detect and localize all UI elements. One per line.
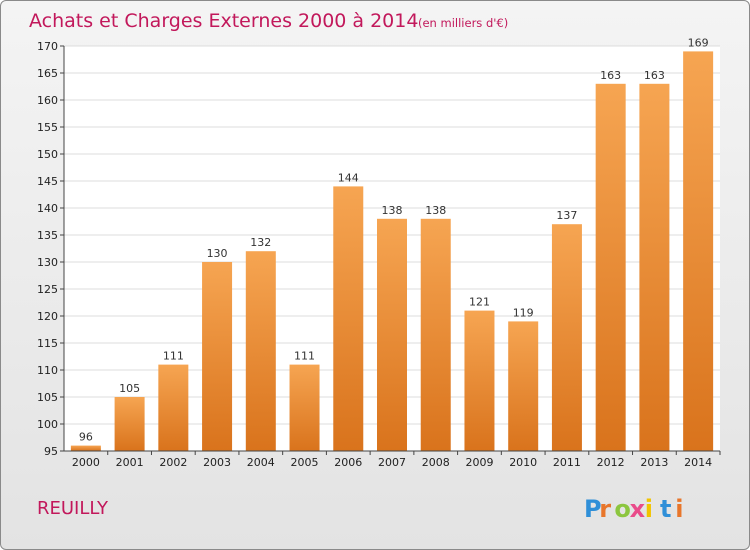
- bar-value-label: 96: [79, 431, 93, 444]
- bar-value-label: 163: [600, 69, 621, 82]
- bar-value-label: 119: [513, 306, 534, 319]
- x-tick-label: 2010: [509, 456, 537, 469]
- x-tick-label: 2008: [422, 456, 450, 469]
- bar: [508, 321, 539, 451]
- bar: [245, 251, 276, 451]
- x-tick-label: 2004: [247, 456, 275, 469]
- y-axis: 95 100 105 110 115 120 125 130 135 140 145 150 155 16…: [37, 40, 65, 458]
- x-tick-label: 2013: [640, 456, 668, 469]
- bar: [595, 83, 626, 452]
- bar: [202, 262, 233, 451]
- logo-letter: x: [630, 495, 646, 523]
- y-tick-label: 165: [37, 67, 58, 80]
- y-tick-label: 140: [37, 202, 58, 215]
- bar: [333, 186, 364, 451]
- x-tick-label: 2003: [203, 456, 231, 469]
- y-tick-label: 155: [37, 121, 58, 134]
- logo-letter: o: [614, 495, 631, 523]
- bar: [420, 218, 451, 451]
- y-tick-label: 170: [37, 40, 58, 53]
- y-tick-label: 125: [37, 283, 58, 296]
- y-tick-label: 150: [37, 148, 58, 161]
- bar: [551, 224, 582, 451]
- logo-letter: r: [599, 495, 611, 523]
- y-tick-label: 110: [37, 364, 58, 377]
- bar-value-label: 144: [338, 171, 359, 184]
- x-tick-label: 2002: [159, 456, 187, 469]
- y-tick-label: 160: [37, 94, 58, 107]
- bar: [114, 397, 145, 451]
- bar: [289, 364, 320, 451]
- y-tick-label: 105: [37, 391, 58, 404]
- chart-title: Achats et Charges Externes 2000 à 2014: [29, 10, 418, 32]
- y-tick-label: 95: [44, 445, 58, 458]
- x-tick-label: 2011: [553, 456, 581, 469]
- bar: [639, 83, 670, 452]
- bar: [683, 51, 714, 452]
- bars: 96 105 111 130 132 111 144 138 138 121 119 137 163 16…: [70, 36, 714, 452]
- bar-value-label: 132: [250, 236, 271, 249]
- x-tick-label: 2001: [116, 456, 144, 469]
- bar: [158, 364, 189, 451]
- y-tick-label: 130: [37, 256, 58, 269]
- bar: [464, 310, 495, 451]
- bar-value-label: 163: [644, 69, 665, 82]
- x-tick-label: 2009: [465, 456, 493, 469]
- proxiti-logo: Pr ox i t i: [584, 495, 683, 523]
- bar-value-label: 111: [294, 350, 315, 363]
- logo-letter: t: [660, 495, 671, 523]
- x-tick-label: 2007: [378, 456, 406, 469]
- bar-value-label: 138: [382, 204, 403, 217]
- bar-value-label: 111: [163, 350, 184, 363]
- logo-letter: i: [645, 495, 653, 523]
- commune-name: REUILLY: [37, 498, 109, 519]
- x-axis: 2000 2001 2002 2003 2004 2005 2006 2007 2008 2009…: [64, 450, 721, 469]
- y-tick-label: 100: [37, 418, 58, 431]
- bar-value-label: 121: [469, 296, 490, 309]
- x-tick-label: 2005: [291, 456, 319, 469]
- y-tick-label: 115: [37, 337, 58, 350]
- x-tick-label: 2006: [334, 456, 362, 469]
- bar: [70, 445, 101, 451]
- y-tick-label: 145: [37, 175, 58, 188]
- bar: [377, 218, 407, 451]
- bar-value-label: 130: [207, 247, 228, 260]
- y-tick-label: 135: [37, 229, 58, 242]
- x-tick-label: 2014: [684, 456, 712, 469]
- y-tick-label: 120: [37, 310, 58, 323]
- chart-subtitle: (en milliers d'€): [418, 16, 508, 30]
- bar-value-label: 105: [119, 382, 140, 395]
- bar-value-label: 169: [688, 36, 709, 49]
- bar-value-label: 138: [425, 204, 446, 217]
- logo-letter: i: [675, 495, 683, 523]
- x-tick-label: 2012: [597, 456, 625, 469]
- bar-value-label: 137: [556, 209, 577, 222]
- logo-letter: P: [584, 495, 602, 523]
- x-tick-label: 2000: [72, 456, 100, 469]
